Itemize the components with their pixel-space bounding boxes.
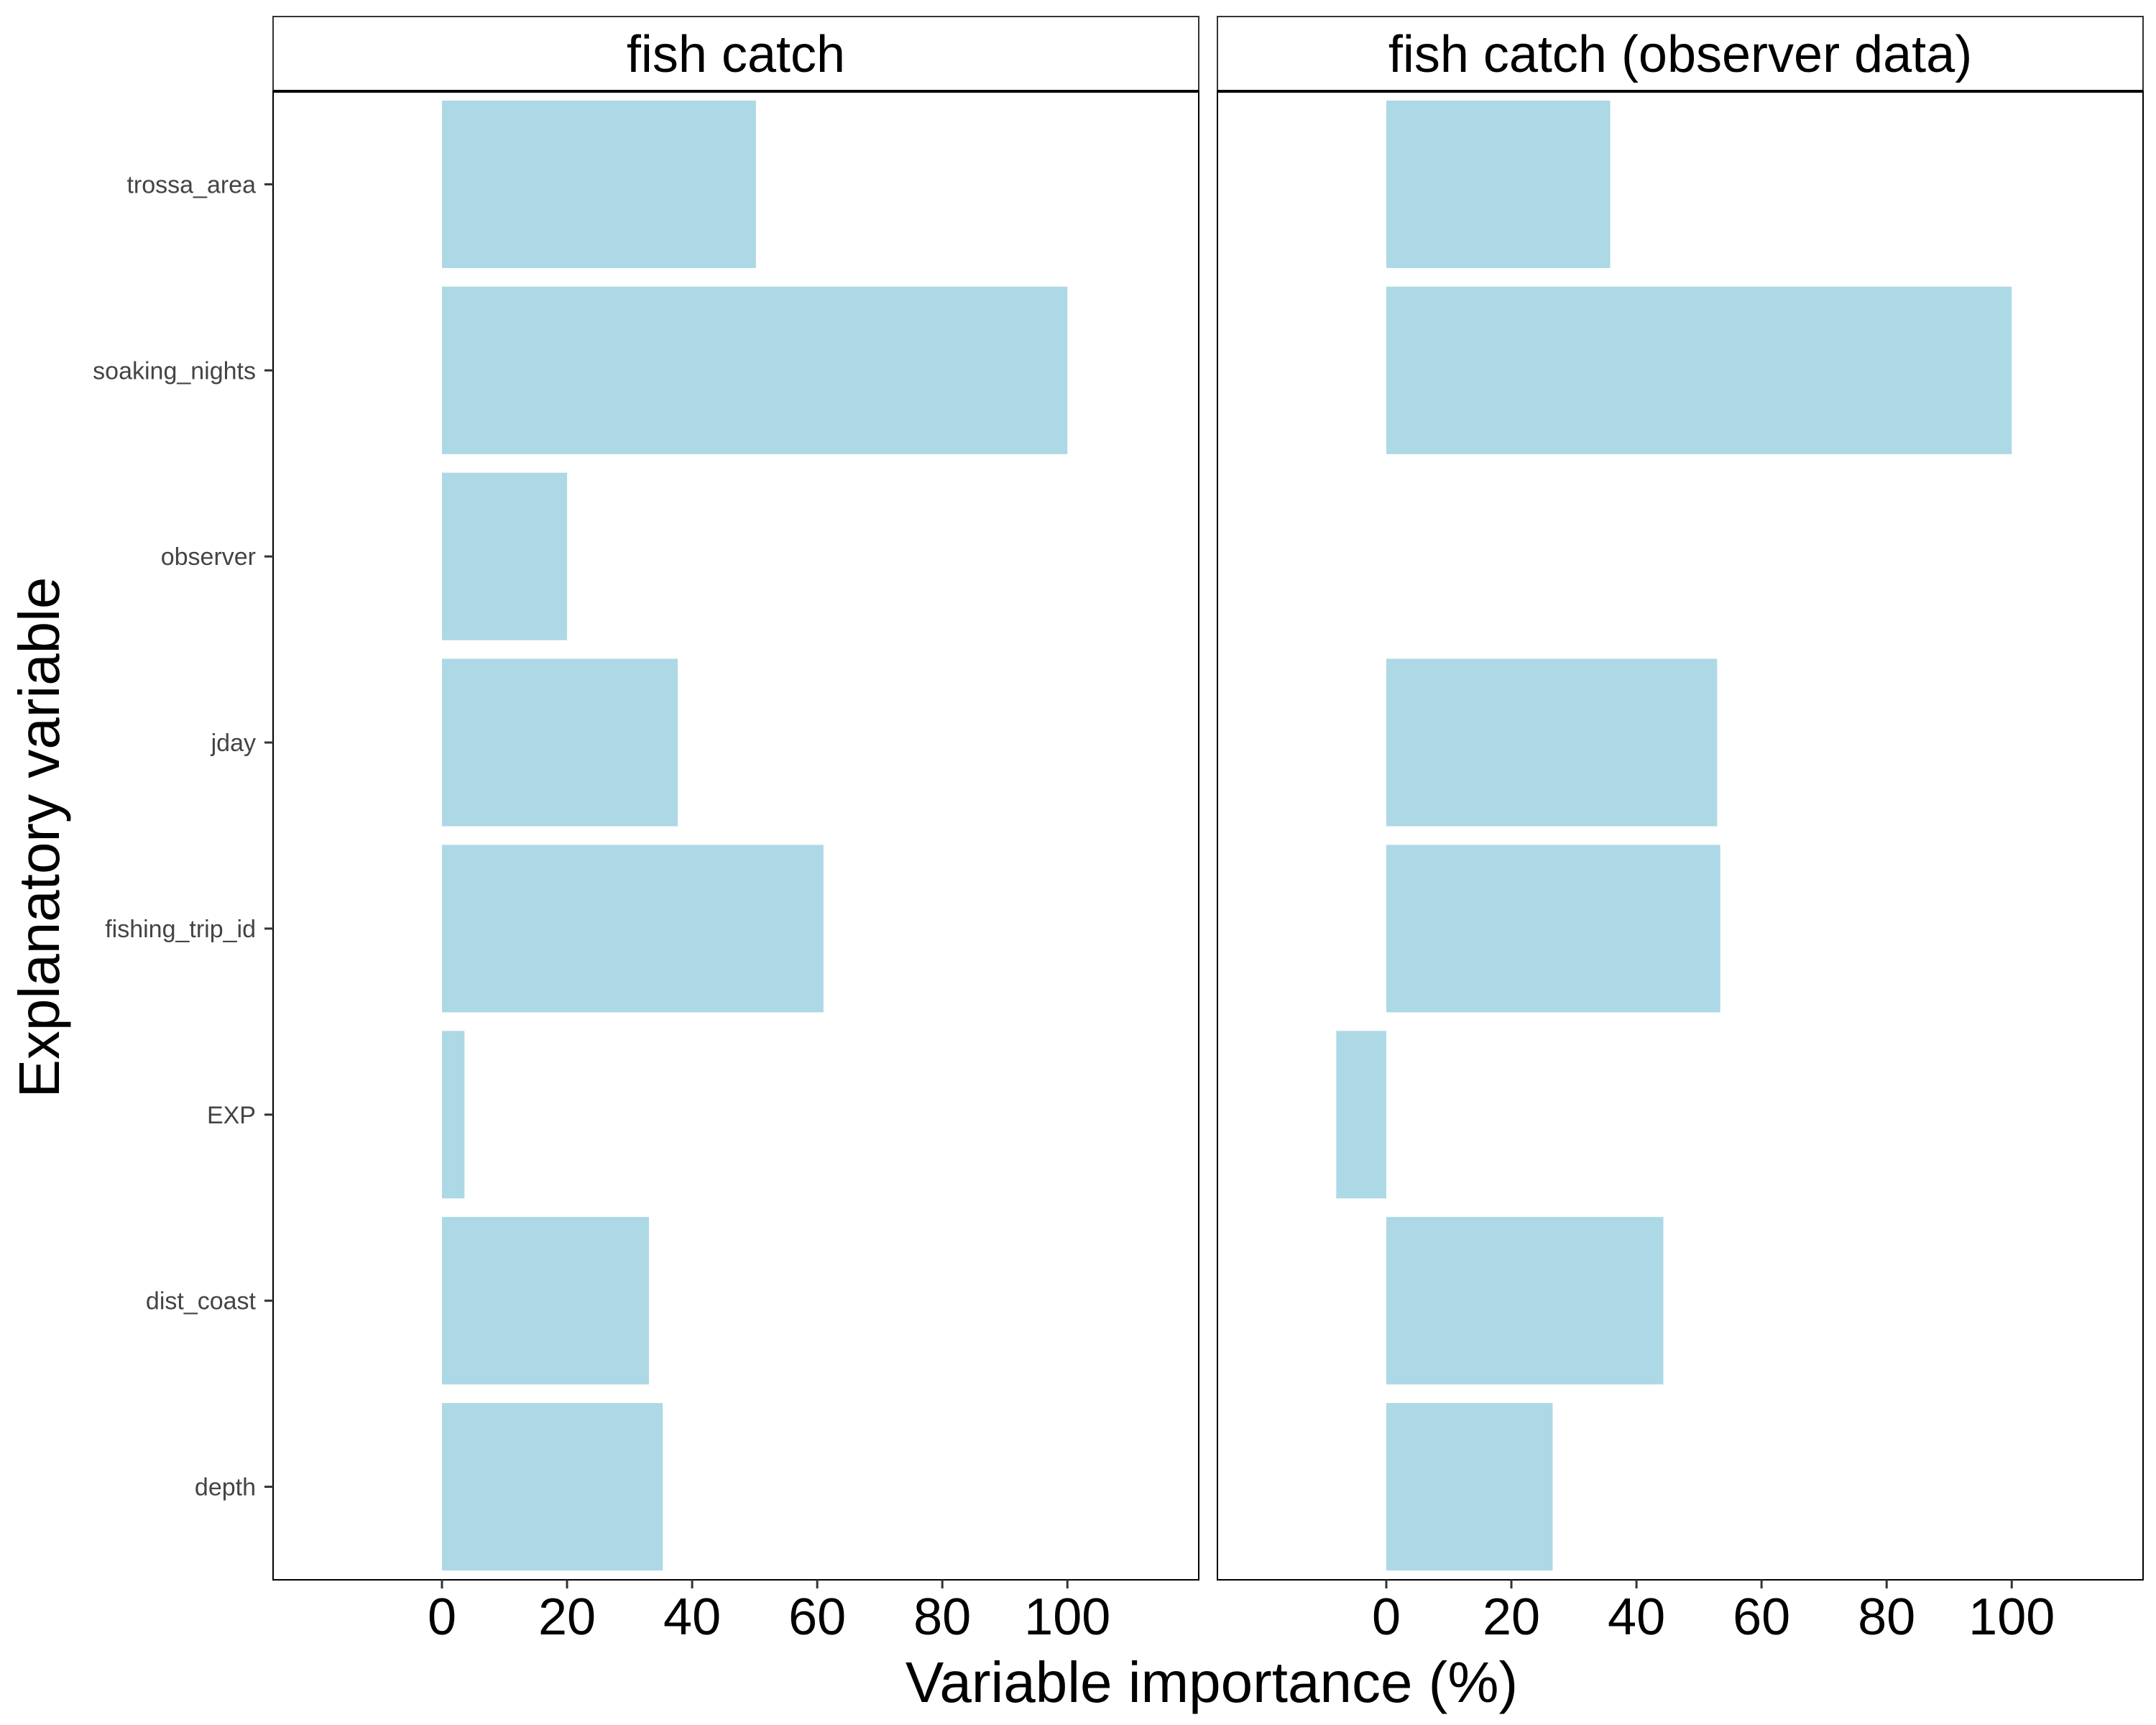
- x-tick-label: 20: [538, 1588, 596, 1646]
- x-tick-label: 80: [913, 1588, 971, 1646]
- bar: [441, 1403, 663, 1571]
- facet-title: fish catch (observer data): [1388, 26, 1972, 83]
- x-tick-label: 20: [1483, 1588, 1540, 1646]
- facet-title: fish catch: [627, 26, 845, 83]
- bar: [441, 658, 678, 827]
- facet-panels: fish catch 0 20 40 60 80 100 trossa_areasoaking…: [93, 16, 2144, 1646]
- bar: [1336, 1031, 1386, 1199]
- facet-panel: fish catch 0 20 40 60 80 100 trossa_areasoaking…: [93, 16, 1199, 1646]
- bar: [441, 845, 824, 1013]
- y-tick-label: soaking_nights: [93, 357, 256, 385]
- bar: [441, 1217, 650, 1385]
- facet-panel: fish catch (observer data) 0 20 40 60 80 100: [1217, 16, 2144, 1646]
- facet-strip: [272, 16, 1199, 92]
- bar: [1386, 658, 1718, 827]
- y-tick-label: fishing_trip_id: [105, 916, 256, 943]
- y-tick-label: depth: [195, 1474, 256, 1501]
- facet-strip: [1217, 16, 2144, 92]
- y-tick-label: dist_coast: [146, 1288, 257, 1315]
- x-axis-title: Variable importance (%): [906, 1650, 1518, 1714]
- bar: [1386, 1403, 1553, 1571]
- bar: [441, 286, 1068, 454]
- y-tick-label: observer: [161, 543, 256, 571]
- bar: [1386, 100, 1611, 268]
- y-tick-label: trossa_area: [126, 171, 256, 198]
- x-tick-label: 0: [1372, 1588, 1401, 1646]
- bar: [441, 472, 568, 640]
- y-tick-label: jday: [211, 730, 256, 757]
- x-tick-label: 40: [1608, 1588, 1665, 1646]
- y-tick-label: EXP: [207, 1102, 256, 1129]
- x-tick-label: 60: [788, 1588, 846, 1646]
- bar: [1386, 1217, 1664, 1385]
- x-tick-label: 100: [1024, 1588, 1110, 1646]
- bar: [441, 100, 756, 268]
- bar: [441, 1031, 465, 1199]
- bar: [1386, 286, 2012, 454]
- y-axis-title: Explanatory variable: [7, 577, 71, 1098]
- x-tick-label: 40: [663, 1588, 721, 1646]
- x-tick-label: 60: [1733, 1588, 1790, 1646]
- x-tick-label: 0: [428, 1588, 456, 1646]
- bar: [1386, 845, 1720, 1013]
- x-tick-label: 100: [1968, 1588, 2055, 1646]
- x-tick-label: 80: [1858, 1588, 1915, 1646]
